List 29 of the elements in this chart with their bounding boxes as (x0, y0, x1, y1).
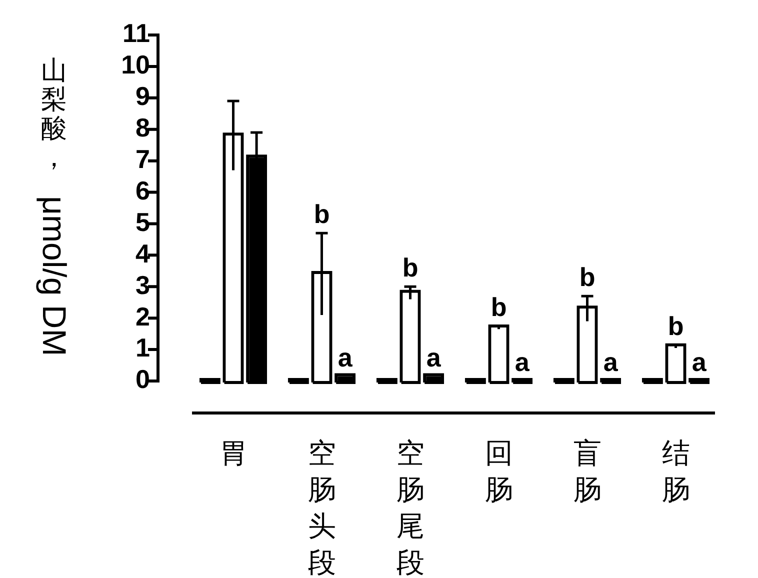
x-tick-label: 空肠尾段 (396, 438, 424, 578)
y-tick-label: 3 (136, 270, 150, 300)
annotation: a (692, 347, 707, 377)
y-tick-label: 9 (136, 81, 150, 112)
annotation: b (402, 252, 418, 283)
y-tick-label: 1 (136, 332, 150, 363)
annotation: b (314, 199, 330, 230)
x-tick-label: 空肠头段 (308, 438, 336, 578)
y-tick-label: 8 (136, 112, 150, 143)
y-tick-label: 0 (136, 364, 150, 394)
y-tick-label: 10 (121, 50, 150, 80)
annotation: a (514, 347, 530, 377)
x-tick-label: 回肠 (484, 438, 513, 506)
annotation: b (579, 262, 596, 292)
x-tick-label: 结肠 (662, 438, 690, 506)
y-tick-label: 2 (136, 301, 150, 332)
y-tick-label: 7 (136, 144, 150, 174)
annotation: b (490, 292, 507, 322)
annotation: b (668, 310, 684, 341)
annotation: a (426, 342, 442, 372)
y-tick-label: 6 (136, 175, 150, 206)
y-tick-label: 5 (136, 206, 150, 237)
annotation: a (603, 347, 618, 377)
annotation: a (338, 342, 353, 372)
x-tick-label: 胃 (219, 438, 248, 470)
y-tick-label: 11 (122, 18, 150, 48)
x-tick-label: 盲肠 (573, 438, 602, 506)
y-tick-label: 4 (136, 238, 151, 268)
y-axis-title: 山梨酸，μmol/g DM (36, 55, 73, 356)
